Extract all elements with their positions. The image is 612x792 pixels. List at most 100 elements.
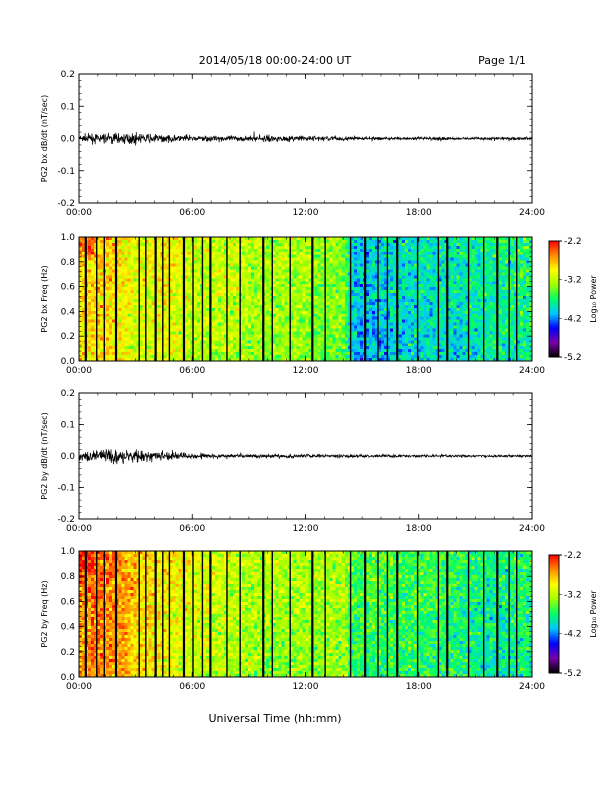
y-tick-label: -0.1: [57, 167, 75, 177]
spectrogram-bx-cell: [124, 239, 128, 244]
spectrogram-bx-cell: [127, 343, 131, 347]
spectrogram-bx-cell: [245, 349, 249, 353]
spectrogram-bx-cell: [121, 307, 125, 312]
spectrogram-bx-cell: [205, 346, 210, 350]
spectrogram-bx-cell: [121, 337, 125, 341]
spectrogram-bx-cell: [281, 260, 285, 265]
spectrogram-bx-cell: [257, 290, 261, 294]
spectrogram-bx-cell: [275, 260, 279, 265]
spectrogram-bx-cell: [175, 343, 180, 347]
spectrogram-bx-cell: [196, 237, 201, 241]
spectrogram-bx-cell: [163, 337, 168, 341]
spectrogram-bx-cell: [233, 237, 237, 241]
spectrogram-bx-cell: [242, 349, 246, 353]
spectrogram-bx-cell: [142, 242, 147, 247]
spectrogram-bx-cell: [242, 275, 246, 279]
spectrogram-bx-cell: [100, 334, 104, 338]
spectrogram-bx-cell: [79, 278, 83, 282]
spectrogram-bx-cell: [151, 275, 156, 279]
spectrogram-bx-cell: [109, 290, 113, 294]
spectrogram-bx-cell: [136, 340, 140, 344]
spectrogram-bx-cell: [178, 296, 183, 300]
spectrogram-bx-cell: [260, 272, 264, 276]
spectrogram-bx-cell: [254, 239, 258, 244]
spectrogram-bx-cell: [118, 301, 122, 306]
spectrogram-bx-cell: [130, 281, 134, 285]
spectrogram-bx-cell: [275, 310, 279, 315]
spectrogram-bx-cell: [184, 263, 189, 268]
spectrogram-bx-cell: [121, 349, 125, 353]
spectrogram-bx-cell: [100, 263, 104, 268]
spectrogram-bx-cell: [82, 316, 86, 321]
spectrogram-bx-cell: [193, 334, 198, 338]
spectrogram-bx-cell: [226, 349, 231, 353]
spectrogram-bx-cell: [97, 266, 101, 271]
spectrogram-bx-cell: [145, 237, 150, 241]
spectrogram-bx-cell: [169, 245, 174, 250]
spectrogram-bx-cell: [166, 263, 171, 268]
spectrogram-bx-cell: [230, 346, 234, 350]
spectrogram-bx-cell: [79, 263, 83, 268]
spectrogram-bx-cell: [142, 340, 147, 344]
spectrogram-bx-cell: [127, 251, 131, 256]
spectrogram-bx-cell: [263, 281, 267, 285]
spectrogram-bx-cell: [217, 310, 222, 315]
spectrogram-bx-cell: [272, 310, 276, 315]
spectrogram-bx-cell: [220, 346, 225, 350]
spectrogram-bx-cell: [248, 296, 252, 300]
spectrogram-bx-cell: [82, 322, 86, 327]
spectrogram-bx-cell: [148, 245, 153, 250]
spectrogram-bx-cell: [199, 334, 204, 338]
spectrogram-bx-cell: [82, 358, 86, 362]
spectrogram-bx-cell: [260, 304, 264, 309]
spectrogram-bx-cell: [136, 278, 140, 282]
spectrogram-bx-cell: [248, 248, 252, 253]
spectrogram-bx-cell: [97, 290, 101, 294]
spectrogram-bx-cell: [187, 304, 192, 309]
spectrogram-bx-cell: [223, 266, 228, 271]
spectrogram-bx-cell: [230, 355, 234, 359]
spectrogram-bx-cell: [91, 328, 95, 333]
spectrogram-bx-cell: [166, 340, 171, 344]
spectrogram-bx-cell: [205, 307, 210, 312]
spectrogram-bx-cell: [245, 340, 249, 344]
spectrogram-bx-cell: [91, 325, 95, 330]
spectrogram-bx-cell: [133, 355, 137, 359]
spectrogram-bx-cell: [118, 343, 122, 347]
spectrogram-bx-cell: [172, 319, 177, 324]
spectrogram-bx-cell: [118, 237, 122, 241]
spectrogram-bx-cell: [263, 269, 267, 274]
spectrogram-bx-cell: [151, 331, 156, 336]
spectrogram-bx-cell: [214, 337, 219, 341]
spectrogram-bx-cell: [202, 299, 207, 303]
spectrogram-bx-cell: [211, 272, 216, 276]
spectrogram-bx-cell: [97, 304, 101, 309]
spectrogram-bx-cell: [245, 337, 249, 341]
spectrogram-bx-cell: [263, 293, 267, 297]
spectrogram-bx-cell: [266, 269, 270, 274]
spectrogram-bx-cell: [187, 260, 192, 265]
spectrogram-bx-cell: [223, 251, 228, 256]
spectrogram-bx-cell: [223, 316, 228, 321]
spectrogram-bx-cell: [284, 296, 288, 300]
spectrogram-bx-cell: [196, 266, 201, 271]
spectrogram-bx-cell: [266, 272, 270, 276]
spectrogram-bx-cell: [263, 322, 267, 327]
spectrogram-bx-cell: [211, 237, 216, 241]
spectrogram-bx-cell: [251, 343, 255, 347]
spectrogram-bx-cell: [118, 319, 122, 324]
spectrogram-bx-cell: [187, 254, 192, 259]
spectrogram-bx-cell: [136, 334, 140, 338]
spectrogram-bx-cell: [145, 337, 150, 341]
spectrogram-bx-cell: [199, 272, 204, 276]
spectrogram-bx-cell: [100, 237, 104, 241]
spectrogram-bx-cell: [163, 343, 168, 347]
spectrogram-bx-cell: [214, 284, 219, 288]
spectrogram-bx-cell: [124, 260, 128, 265]
spectrogram-bx-cell: [175, 254, 180, 259]
spectrogram-bx-cell: [166, 284, 171, 288]
spectrogram-bx-cell: [263, 307, 267, 312]
spectrogram-bx-cell: [94, 260, 98, 265]
spectrogram-bx-cell: [236, 310, 240, 315]
spectrogram-bx-cell: [217, 266, 222, 271]
